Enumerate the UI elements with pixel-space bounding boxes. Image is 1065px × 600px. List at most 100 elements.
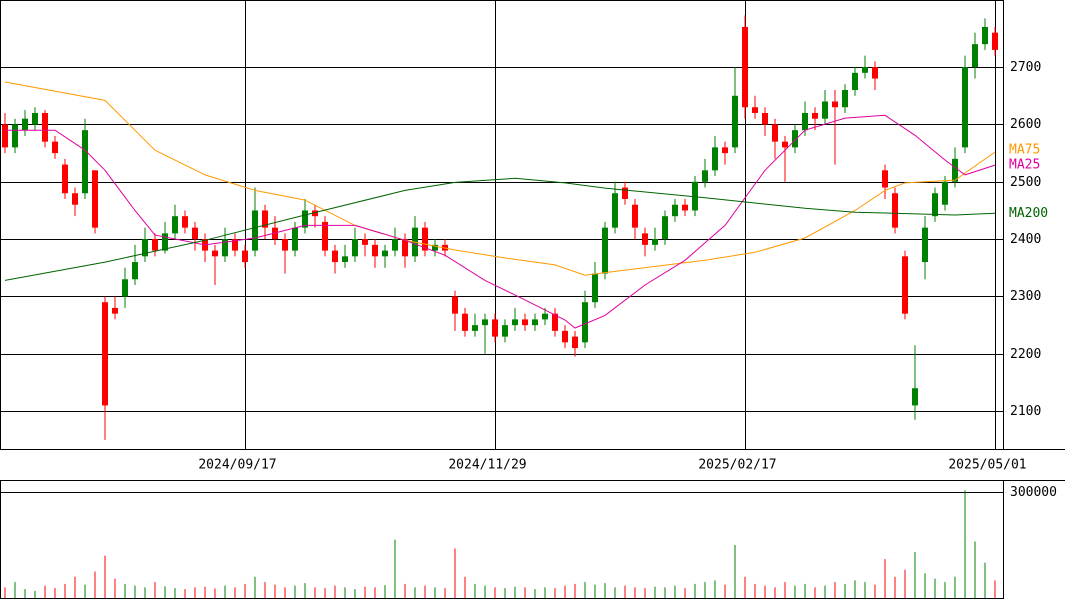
candle-body xyxy=(872,67,878,79)
candle-body xyxy=(542,313,548,320)
candle-body xyxy=(632,204,638,228)
candle-body xyxy=(802,112,808,131)
candle-body xyxy=(42,112,48,142)
candle-body xyxy=(142,239,148,257)
candle-body xyxy=(952,158,958,182)
candle-body xyxy=(892,193,898,228)
candle-body xyxy=(362,239,368,245)
candle-body xyxy=(422,227,428,251)
candle-body xyxy=(332,250,338,263)
candle-body xyxy=(52,141,58,154)
candle-body xyxy=(382,250,388,257)
candle-body xyxy=(182,216,188,228)
candle-body xyxy=(752,107,758,113)
candle-body xyxy=(402,239,408,257)
y-tick-label: 300000 xyxy=(1010,485,1057,500)
candle-body xyxy=(902,256,908,314)
candle-body xyxy=(772,124,778,142)
candle-body xyxy=(532,319,538,326)
candle-body xyxy=(922,227,928,263)
candle-body xyxy=(172,216,178,234)
candle-body xyxy=(152,239,158,251)
candle-body xyxy=(22,118,28,131)
candle-body xyxy=(982,26,988,45)
candle-body xyxy=(912,388,918,406)
candle-body xyxy=(612,193,618,228)
candle-body xyxy=(322,221,328,251)
candle-body xyxy=(712,147,718,171)
y-tick-label: 2200 xyxy=(1010,347,1041,362)
x-tick-label: 2024/11/29 xyxy=(448,458,526,473)
candle-body xyxy=(92,170,98,228)
candle-body xyxy=(662,216,668,240)
x-tick-label: 2024/09/17 xyxy=(198,458,276,473)
x-tick-label: 2025/02/17 xyxy=(698,458,776,473)
y-tick-label: 2400 xyxy=(1010,232,1041,247)
candle-body xyxy=(562,330,568,343)
legend-label: MA75 xyxy=(1009,142,1040,157)
candle-body xyxy=(602,227,608,274)
candle-body xyxy=(672,204,678,217)
candle-body xyxy=(242,250,248,263)
candle-body xyxy=(862,67,868,73)
candle-body xyxy=(342,256,348,263)
y-tick-label: 2300 xyxy=(1010,289,1041,304)
candle-body xyxy=(642,233,648,245)
candle-body xyxy=(392,239,398,251)
x-tick-label: 2025/05/01 xyxy=(948,458,1026,473)
y-tick-label: 2700 xyxy=(1010,60,1041,75)
candle-body xyxy=(432,244,438,251)
candle-body xyxy=(12,124,18,148)
candle-body xyxy=(72,193,78,205)
candle-body xyxy=(962,67,968,148)
volume-frame xyxy=(0,480,1004,599)
candle-body xyxy=(882,170,888,188)
candle-body xyxy=(552,313,558,331)
candle-body xyxy=(232,239,238,251)
ma-line xyxy=(4,81,996,276)
candle-body xyxy=(162,233,168,251)
ma-line xyxy=(4,177,996,281)
candle-body xyxy=(262,210,268,228)
candle-body xyxy=(512,319,518,326)
legend-label: MA25 xyxy=(1009,158,1040,173)
candle-body xyxy=(842,90,848,108)
candle-body xyxy=(132,262,138,280)
candle-body xyxy=(212,250,218,257)
candle-body xyxy=(682,204,688,211)
candle-body xyxy=(32,112,38,125)
candle-body xyxy=(722,147,728,154)
candle-body xyxy=(812,112,818,119)
candle-body xyxy=(742,26,748,108)
candle-body xyxy=(652,239,658,245)
candle-body xyxy=(942,181,948,205)
candle-body xyxy=(252,210,258,251)
candle-body xyxy=(502,325,508,337)
candle-body xyxy=(972,44,978,68)
candle-body xyxy=(932,193,938,217)
y-tick-label: 2500 xyxy=(1010,175,1041,190)
candle-body xyxy=(762,112,768,125)
legend-label: MA200 xyxy=(1009,206,1048,221)
candle-body xyxy=(1,124,8,148)
ma-line xyxy=(5,114,996,329)
candle-body xyxy=(282,239,288,251)
candle-body xyxy=(462,313,468,331)
candle-body xyxy=(352,239,358,257)
candle-body xyxy=(692,181,698,211)
candle-body xyxy=(852,72,858,91)
candle-body xyxy=(122,279,128,297)
candle-body xyxy=(312,210,318,217)
candle-body xyxy=(572,336,578,349)
candle-body xyxy=(492,319,498,337)
candle-body xyxy=(732,95,738,148)
candle-body xyxy=(102,302,108,406)
candle-body xyxy=(782,141,788,148)
candle-body xyxy=(472,325,478,331)
candle-body xyxy=(482,319,488,326)
candle-body xyxy=(992,32,998,50)
candle-body xyxy=(702,170,708,182)
candle-body xyxy=(112,307,118,314)
candle-body xyxy=(622,187,628,199)
